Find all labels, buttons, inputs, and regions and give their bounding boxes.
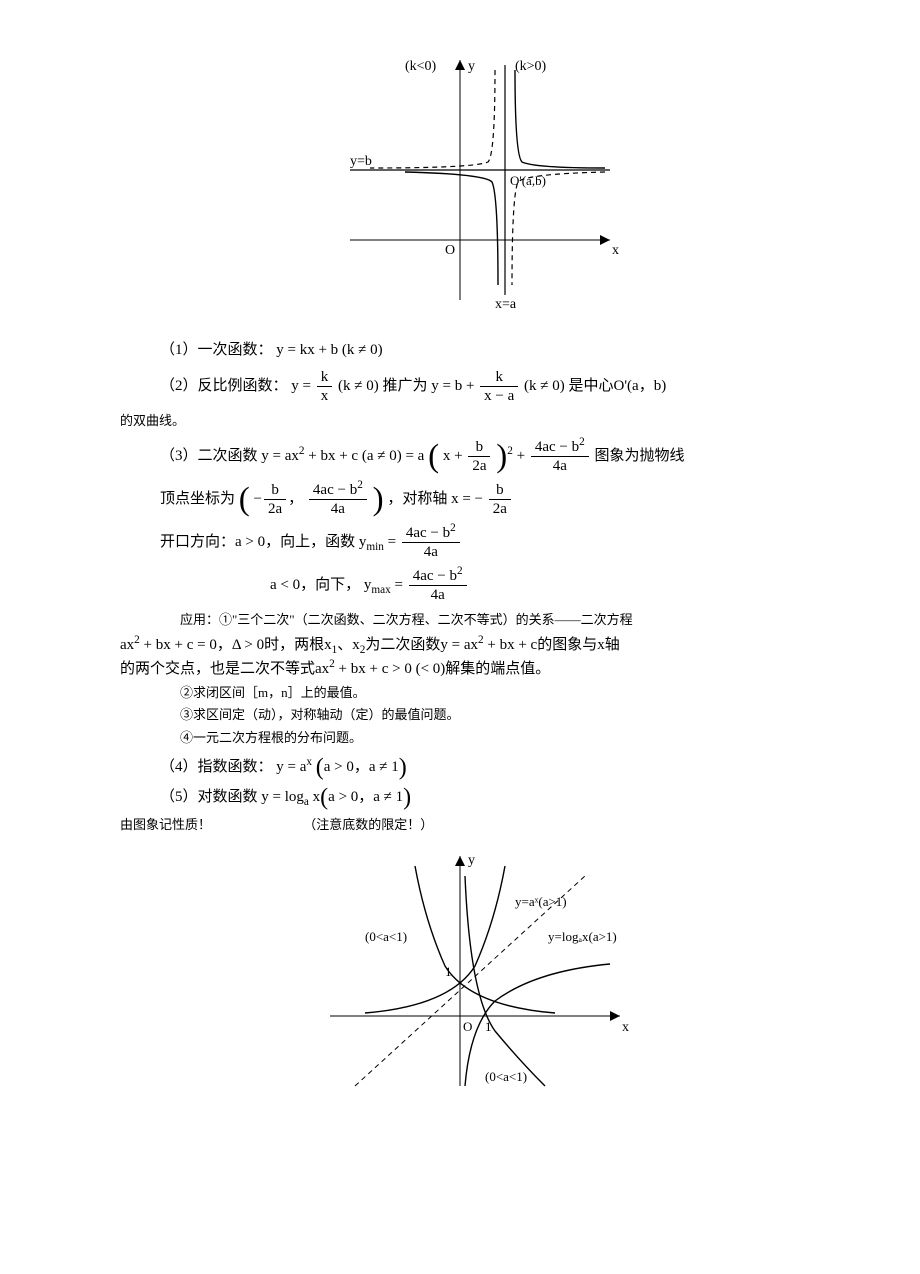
linear-function-line: （1）一次函数： y = kx + b (k ≠ 0) <box>160 338 840 362</box>
vertex-prefix: 顶点坐标为 <box>160 491 235 507</box>
linear-prefix: （1）一次函数： <box>160 342 273 358</box>
app-5: ③求区间定（动），对称轴动（定）的最值问题。 <box>180 705 840 726</box>
center-label: O'(a,b) <box>510 173 546 188</box>
app-4: ②求闭区间［m，n］上的最值。 <box>180 683 840 704</box>
inverse-y2: y = b + <box>431 378 474 394</box>
h-asymptote-label: y=b <box>350 154 372 169</box>
app-3: 的两个交点，也是二次不等式ax2 + bx + c > 0 (< 0)解集的端点… <box>120 657 840 681</box>
inverse-y: y = <box>291 378 311 394</box>
hyperbola-note: 的双曲线。 <box>120 411 840 432</box>
frac-vy: 4ac − b2 4a <box>309 481 367 518</box>
inverse-tail: 是中心O'(a，b) <box>569 378 667 394</box>
k-pos-label: (k>0) <box>515 59 547 74</box>
exp-log-svg: 1 1 y x O y=aˣ(a>1) y=logₐx(a>1) (0<a<1)… <box>310 846 650 1096</box>
rparen2-icon: ) <box>373 481 384 517</box>
linear-formula: y = kx + b (k ≠ 0) <box>276 342 382 358</box>
open-down-prefix: a < 0，向下， <box>270 577 360 593</box>
one-x-label: 1 <box>485 1019 492 1034</box>
origin-label-2: O <box>463 1019 472 1034</box>
axis-mid: ，对称轴 <box>387 491 447 507</box>
origin-label-1: O <box>445 243 455 258</box>
vertex-line: 顶点坐标为 ( − b 2a ， 4ac − b2 4a ) ，对称轴 x = … <box>160 481 840 518</box>
small-a-bottom-label: (0<a<1) <box>485 1069 527 1084</box>
y-axis-label-2: y <box>468 853 475 868</box>
app-6: ④一元二次方程根的分布问题。 <box>180 728 840 749</box>
frac-axis: b 2a <box>489 481 511 518</box>
frac-k-over-x: k x <box>317 368 333 405</box>
x-axis-label-1: x <box>612 243 619 258</box>
inverse-prefix: （2）反比例函数： <box>160 378 288 394</box>
inverse-function-line: （2）反比例函数： y = k x (k ≠ 0) 推广为 y = b + k … <box>160 368 840 405</box>
frac-ymax: 4ac − b2 4a <box>409 567 467 604</box>
frac-b-2a: b 2a <box>468 438 490 475</box>
rparen-icon: ) <box>496 438 507 474</box>
y-axis-label-1: y <box>468 59 475 74</box>
inverse-cond2: (k ≠ 0) <box>524 378 565 394</box>
frac-k-over-xa: k x − a <box>480 368 518 405</box>
quad-prefix: （3）二次函数 <box>160 448 258 464</box>
exp-log-graph: 1 1 y x O y=aˣ(a>1) y=logₐx(a>1) (0<a<1)… <box>120 846 840 1104</box>
open-up-prefix: 开口方向：a > 0，向上，函数 <box>160 534 355 550</box>
frac-vertex: 4ac − b2 4a <box>531 438 589 475</box>
lparen4-icon: ( <box>320 785 328 811</box>
frac-ymin: 4ac − b2 4a <box>402 524 460 561</box>
k-neg-label: (k<0) <box>405 59 437 74</box>
rparen3-icon: ) <box>399 755 407 781</box>
v-asymptote-label: x=a <box>495 297 517 310</box>
app-1: 应用：①"三个二次"（二次函数、二次方程、二次不等式）的关系——二次方程 <box>180 610 840 631</box>
exponential-line: （4）指数函数： y = ax ( (a > 0，a ≠ 1)a > 0，a ≠… <box>160 755 840 779</box>
logarithm-line: （5）对数函数 y = loga x(a > 0，a ≠ 1) <box>160 785 840 809</box>
lparen3-icon: ( <box>316 755 324 781</box>
graph-memory-note: 由图象记性质！ （注意底数的限定！） <box>120 815 840 836</box>
exp-label: y=aˣ(a>1) <box>515 894 567 909</box>
small-a-left-label: (0<a<1) <box>365 929 407 944</box>
open-up-line: 开口方向：a > 0，向上，函数 ymin = 4ac − b2 4a <box>160 524 840 561</box>
log-prefix: （5）对数函数 <box>160 789 258 805</box>
open-down-line: a < 0，向下， ymax = 4ac − b2 4a <box>270 567 840 604</box>
hyperbola-graph: (k<0) (k>0) y x O O'(a,b) y=b x=a <box>120 50 840 318</box>
lparen2-icon: ( <box>239 481 250 517</box>
app-2: ax2 + bx + c = 0，Δ > 0时，两根x1、x2为二次函数y = … <box>120 633 840 657</box>
inverse-mid: 推广为 <box>382 378 427 394</box>
exp-prefix: （4）指数函数： <box>160 759 273 775</box>
parabola-tail: 图象为抛物线 <box>594 448 684 464</box>
log-label: y=logₐx(a>1) <box>548 929 617 944</box>
hyperbola-svg: (k<0) (k>0) y x O O'(a,b) y=b x=a <box>330 50 630 310</box>
inverse-cond1: (k ≠ 0) <box>338 378 379 394</box>
lparen-icon: ( <box>428 438 439 474</box>
rparen4-icon: ) <box>403 785 411 811</box>
x-axis-label-2: x <box>622 1020 629 1035</box>
one-y-label: 1 <box>445 964 452 979</box>
quadratic-function-line: （3）二次函数 y = ax2 + bx + c (a ≠ 0) = a ( x… <box>160 438 840 475</box>
frac-vx: b 2a <box>264 481 286 518</box>
